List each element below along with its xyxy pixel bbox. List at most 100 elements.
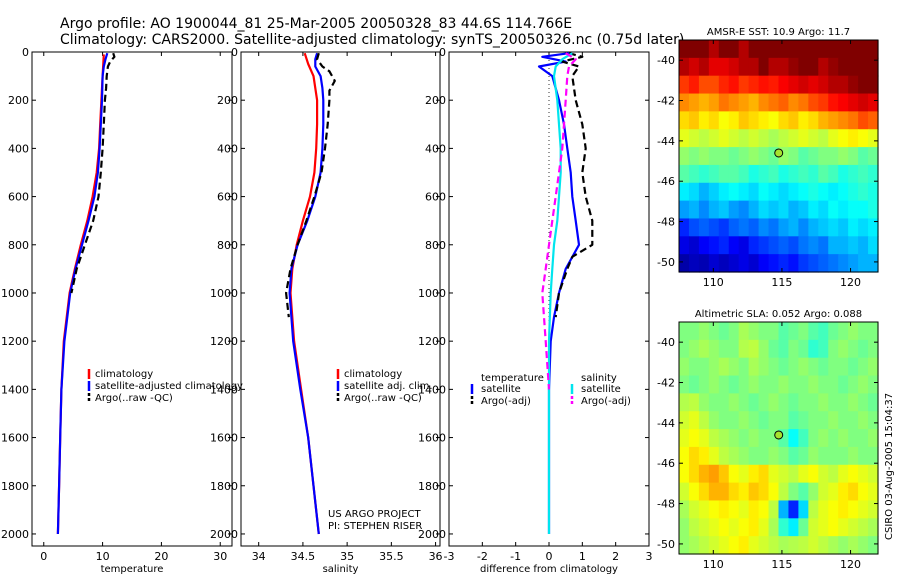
sla_map-cell [778,429,790,448]
sst_map-cell [868,218,879,237]
sla_map-cell [808,482,819,502]
sst_map-cell [788,236,799,255]
sla_map-cell [828,518,839,537]
sst_map-cell [679,93,690,112]
sla_map-cell [718,429,730,448]
sla_map-cell [858,357,869,377]
sst_map-cell [698,129,710,148]
difference-ytick-label: 400 [425,142,446,155]
sst_map-ytick-label: -50 [657,256,675,269]
sst_map-cell [748,182,760,202]
sst_map-cell [679,129,690,148]
sla_map-xtick-label: 120 [840,558,861,571]
sst_map-cell [848,111,859,130]
sst_map-cell [738,164,750,184]
sla_map-cell [798,518,809,537]
salinity-annotation-line: PI: STEPHEN RISER [328,521,422,532]
sla_map-cell [748,357,760,377]
sla_map-cell [778,322,790,341]
sla_map-cell [679,411,690,430]
sst_map-cell [798,75,809,95]
sla_map-cell [828,393,839,412]
sst_map-cell [748,164,760,184]
difference-xtick-label: -3 [444,550,455,563]
sla_map-cell [818,464,829,484]
sst_map-cell [698,200,710,220]
sst_map-cell [688,218,700,237]
sst_map-cell [858,200,869,220]
sst_map-cell [808,218,819,237]
sla_map-cell [848,536,859,555]
difference-ytick-label: 200 [425,94,446,107]
sla_map-xtick-label: 115 [771,558,792,571]
sst_map-cell [718,147,730,166]
sla_map-cell [718,411,730,430]
sst_map-cell [718,218,730,237]
sla_map-cell [818,339,829,359]
sla_map-cell [818,482,829,502]
sla_map-cell [738,536,750,555]
salinity-ytick-label: 1200 [210,335,238,348]
sst_map-cell [868,57,879,77]
salinity-ytick-label: 1800 [210,480,238,493]
sst_map-cell [798,236,809,255]
sla_map-cell [708,518,720,537]
sla_map-cell [868,339,879,359]
sst_map-cell [798,57,809,77]
sst_map-cell [708,57,720,77]
sst_map-cell [679,57,690,77]
sst_map-cell [778,147,790,166]
sla_map-cell [688,375,700,394]
sla_map-cell [848,500,859,519]
sla_map-cell [818,536,829,555]
sla_map-cell [688,322,700,341]
sla_map-cell [868,446,879,466]
sla_map-cell [738,518,750,537]
sst_map-cell [698,93,710,112]
sst_map-cell [818,57,829,77]
difference-xtick-label: 0 [546,550,553,563]
sst_map-cell [738,111,750,130]
sla_map-cell [788,339,799,359]
sst_map-cell [708,147,720,166]
difference-legend-title: salinity [581,373,617,384]
sst_map-cell [788,200,799,220]
sla_map-cell [788,446,799,466]
sst_map-cell [768,200,780,220]
sst_map-cell [778,218,790,237]
sst_map-cell [698,75,710,95]
sla_map-cell [858,464,869,484]
sst_map-cell [828,40,839,59]
sst_map-xtick-label: 110 [703,276,724,289]
sla_map-cell [808,446,819,466]
sla_map-ytick-label: -46 [657,457,675,470]
sla_map-cell [728,411,740,430]
sla_map-cell [818,357,829,377]
sst_map-cell [738,254,750,273]
sla_map-cell [698,518,710,537]
temperature-legend-label: Argo(..raw -QC) [95,393,173,404]
sla_map-cell [838,446,849,466]
sla_map-cell [718,357,730,377]
sla_map-cell [698,357,710,377]
sst_map-cell [848,147,859,166]
sst_map-cell [728,129,740,148]
sst_map-cell [868,75,879,95]
sst_map-cell [679,236,690,255]
sla_map-cell [828,375,839,394]
sst_map-cell [728,164,740,184]
sst_map-cell [738,236,750,255]
sst_map-cell [738,129,750,148]
sst_map-cell [768,40,780,59]
sla_map-cell [718,536,730,555]
sst_map-cell [778,236,790,255]
sla_map-cell [738,411,750,430]
difference-profile-panel: 0 200 400 600 800 1000 1200 1400 1600 1800 2000 -3 -… [418,46,653,575]
sla_map-cell [698,482,710,502]
temperature-ytick-label: 1000 [1,287,29,300]
sla_map-cell [718,482,730,502]
sla_map-cell [868,322,879,341]
sla_map-cell [848,357,859,377]
sla_map-cell [748,500,760,519]
